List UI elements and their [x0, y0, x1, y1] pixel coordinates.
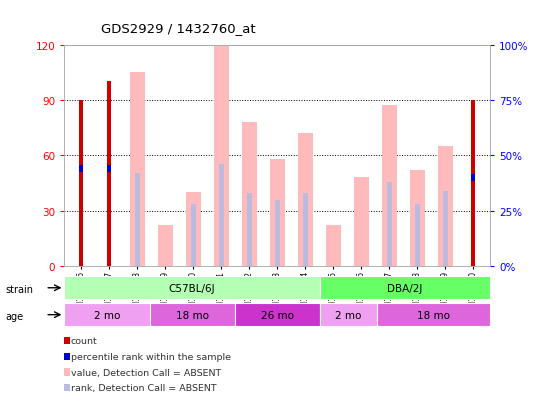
Bar [414, 204, 420, 266]
Bar [64, 304, 150, 326]
Bar [134, 173, 140, 266]
Bar [157, 226, 173, 266]
Bar [325, 226, 341, 266]
Bar [80, 166, 83, 173]
Bar [386, 183, 392, 266]
Bar [274, 200, 280, 266]
Bar [376, 304, 490, 326]
Text: count: count [71, 336, 97, 345]
Bar [185, 193, 201, 266]
Bar [442, 191, 448, 266]
Text: 18 mo: 18 mo [176, 310, 208, 320]
Bar [241, 123, 257, 266]
Text: 26 mo: 26 mo [261, 310, 293, 320]
Text: 2 mo: 2 mo [335, 310, 361, 320]
Bar [150, 304, 235, 326]
Bar [302, 193, 308, 266]
Bar [108, 166, 111, 173]
Text: DBA/2J: DBA/2J [387, 283, 423, 293]
Bar [129, 73, 145, 266]
Bar [409, 171, 425, 266]
Bar [213, 45, 229, 266]
Bar [108, 82, 111, 266]
Text: C57BL/6J: C57BL/6J [169, 283, 216, 293]
Bar [471, 101, 475, 266]
Bar [320, 304, 376, 326]
Bar [190, 204, 196, 266]
Text: value, Detection Call = ABSENT: value, Detection Call = ABSENT [71, 368, 221, 377]
Bar [269, 159, 285, 266]
Text: 18 mo: 18 mo [417, 310, 450, 320]
Text: strain: strain [6, 284, 34, 294]
Bar [381, 106, 397, 266]
Text: GDS2929 / 1432760_at: GDS2929 / 1432760_at [101, 22, 255, 35]
Bar [218, 165, 223, 266]
Bar [297, 134, 313, 266]
Text: 2 mo: 2 mo [94, 310, 120, 320]
Bar [437, 147, 453, 266]
Text: age: age [6, 311, 24, 321]
Text: rank, Detection Call = ABSENT: rank, Detection Call = ABSENT [71, 383, 217, 392]
Bar [353, 178, 369, 266]
Bar [320, 277, 490, 299]
Bar [235, 304, 320, 326]
Text: percentile rank within the sample: percentile rank within the sample [71, 352, 231, 361]
Bar [472, 174, 475, 182]
Bar [80, 101, 83, 266]
Bar [246, 193, 252, 266]
Bar [64, 277, 320, 299]
